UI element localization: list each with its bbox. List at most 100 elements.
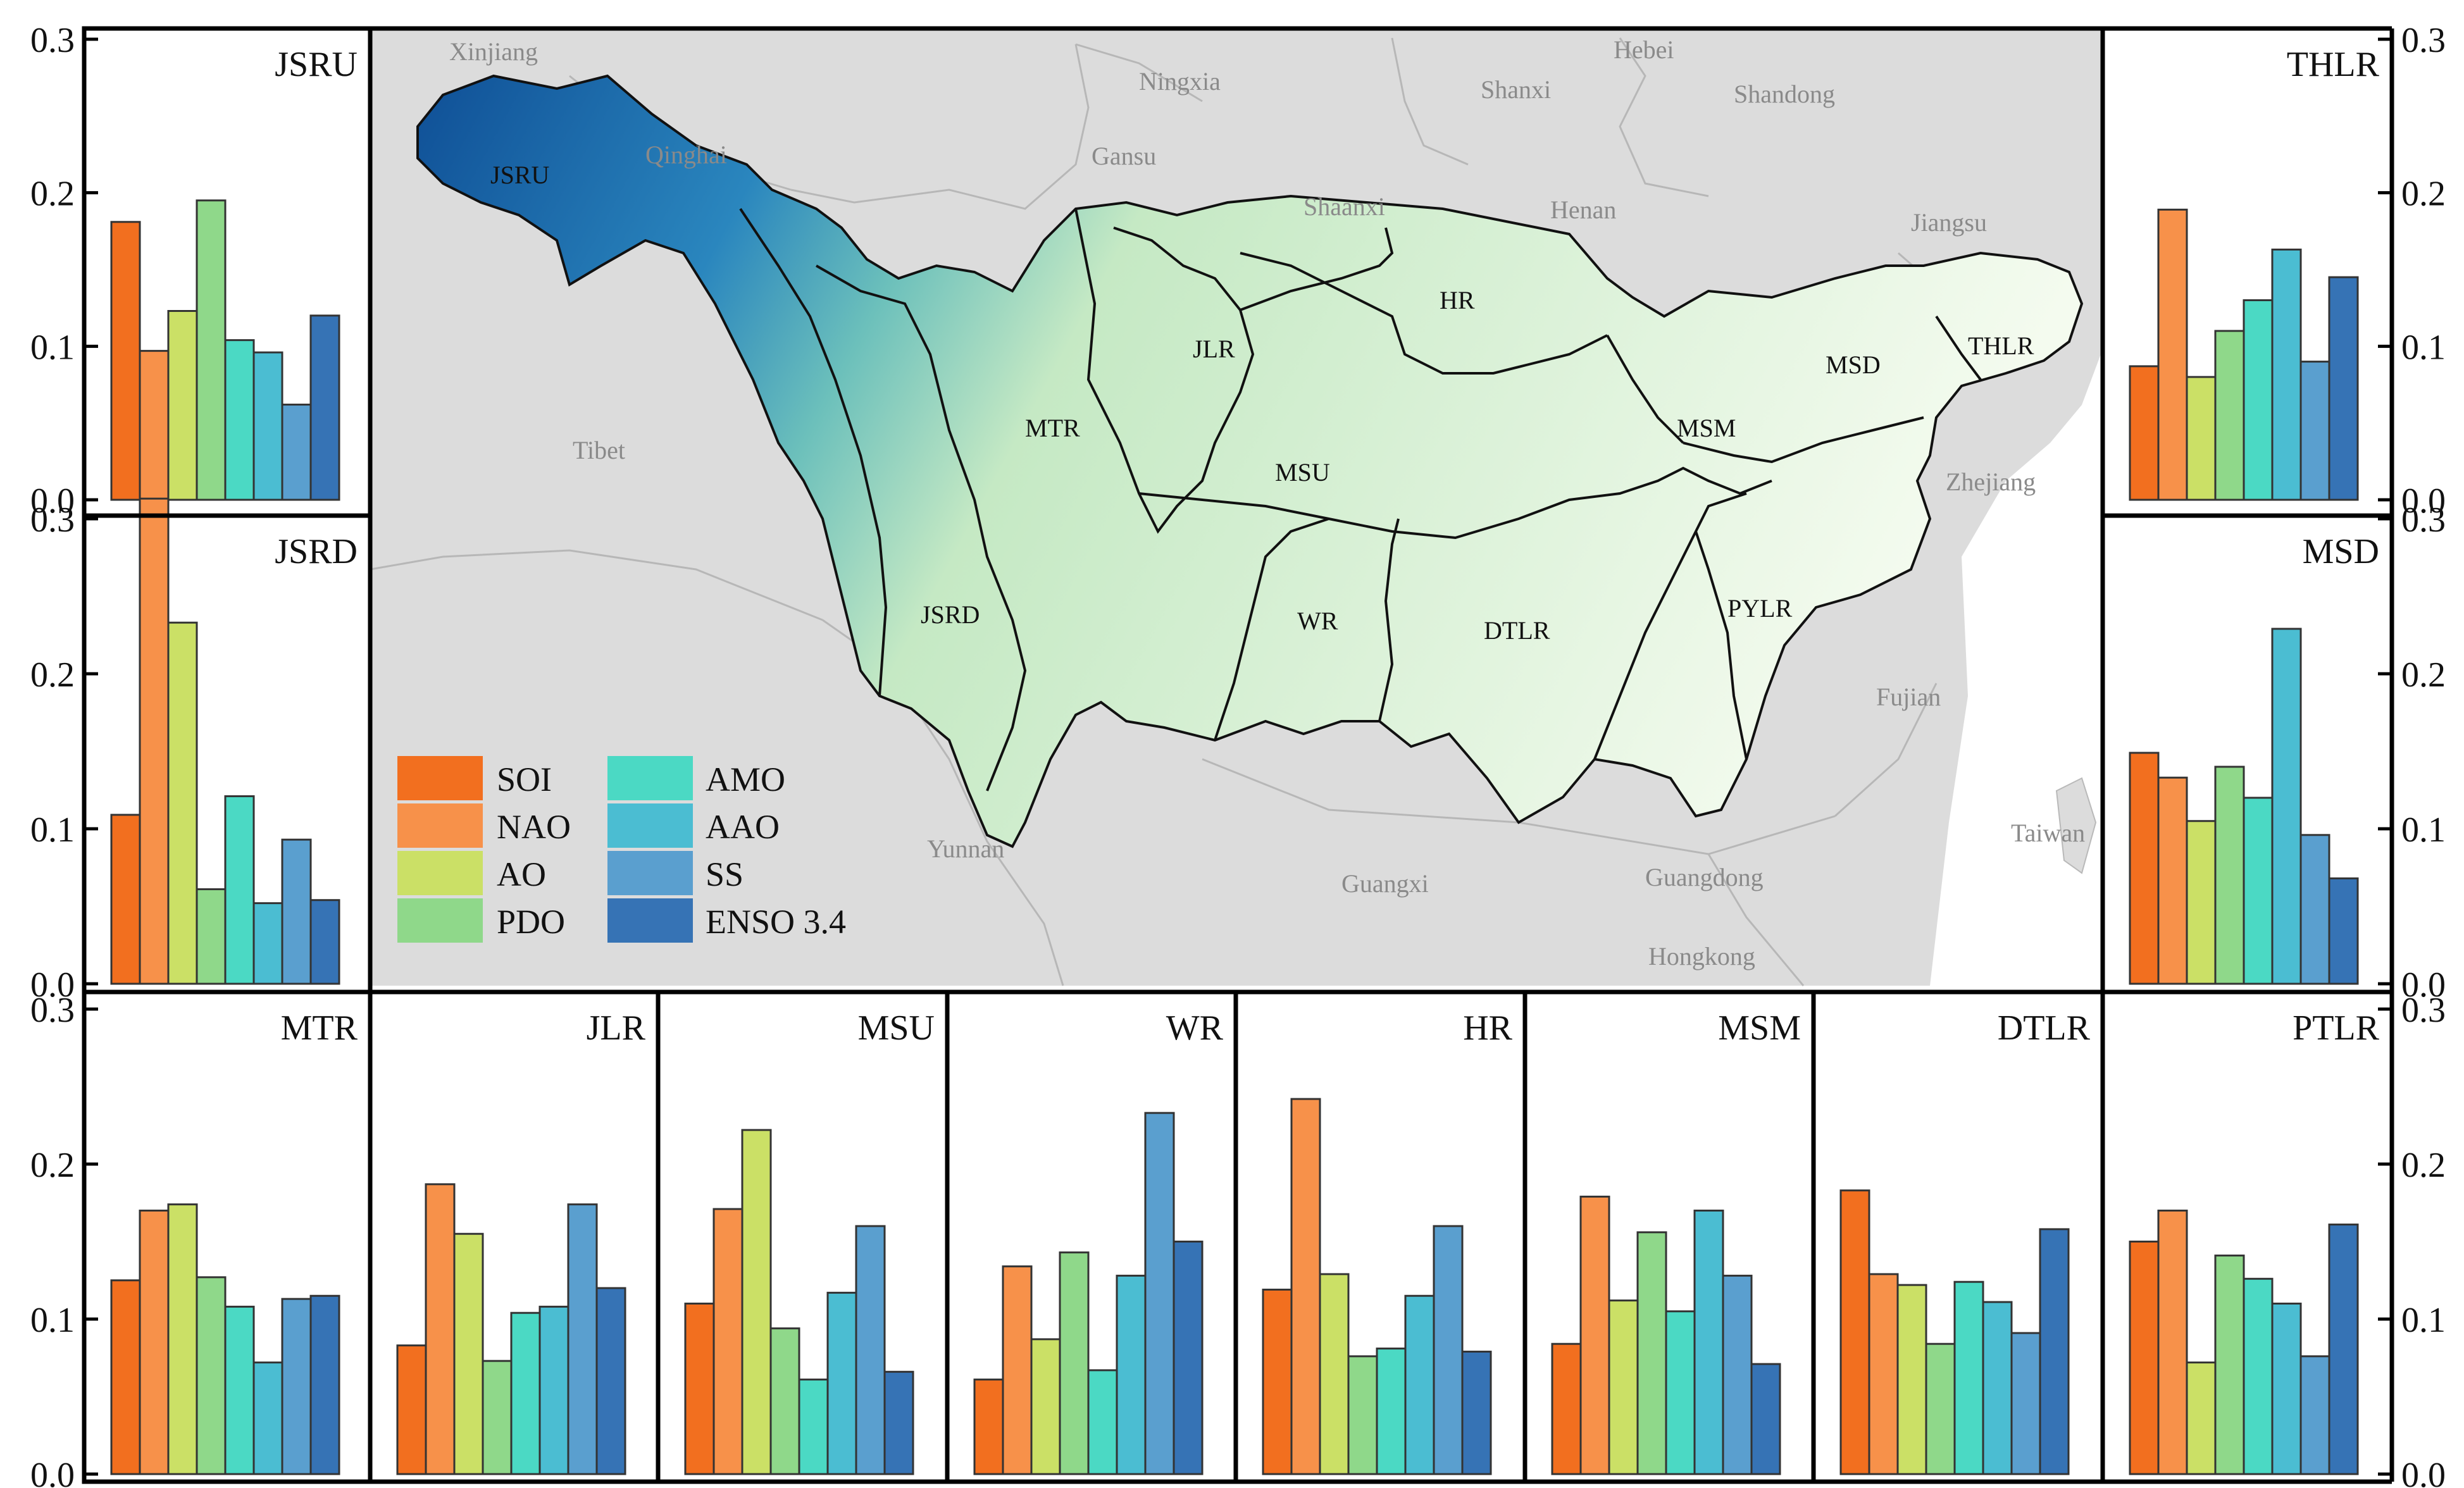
bar-enso-3-4 bbox=[309, 314, 340, 501]
bar-amo bbox=[224, 339, 255, 501]
tick-label: 0.3 bbox=[30, 991, 75, 1030]
bar-aao bbox=[1693, 1210, 1724, 1475]
province-labels: Xinjiang Qinghai Ningxia Gansu Hebei Sha… bbox=[449, 35, 2085, 970]
province-label: Hebei bbox=[1614, 35, 1674, 64]
bar-enso-3-4 bbox=[595, 1287, 626, 1475]
bar-nao bbox=[139, 1210, 170, 1475]
bar-ao bbox=[1608, 1299, 1639, 1475]
shared-axes: 0.0 0.00.1 0.10.2 0.20.3 0.30.0 0.00.1 0.10.2 0… bbox=[30, 21, 2446, 1488]
basin-label: MSM bbox=[1677, 414, 1736, 442]
province-label: Shanxi bbox=[1481, 75, 1551, 104]
bar-panel-jsrd: JSRD bbox=[110, 497, 358, 985]
tick-label: 0.1 bbox=[2401, 1301, 2446, 1340]
bar-enso-3-4 bbox=[2328, 276, 2359, 501]
bar-ao bbox=[1030, 1338, 1061, 1475]
bar-aao bbox=[1982, 1301, 2013, 1475]
bar-ss bbox=[567, 1203, 598, 1475]
bar-ss bbox=[281, 404, 312, 501]
panel-title: MTR bbox=[281, 1008, 358, 1048]
bar-pdo bbox=[1925, 1342, 1956, 1475]
bar-amo bbox=[224, 795, 255, 985]
province-label: Taiwan bbox=[2011, 819, 2085, 847]
bar-ss bbox=[2010, 1332, 2041, 1475]
bar-pdo bbox=[1636, 1231, 1667, 1475]
bar-panel-ptlr: PTLR bbox=[2129, 1008, 2380, 1475]
sub-basin-borders bbox=[739, 208, 1982, 791]
tick-label: 0.2 bbox=[2401, 1146, 2446, 1185]
panel-title: THLR bbox=[2287, 45, 2380, 84]
bar-enso-3-4 bbox=[309, 1294, 340, 1475]
basin-label: MSU bbox=[1275, 458, 1330, 487]
bar-amo bbox=[224, 1305, 255, 1475]
bar-ao bbox=[741, 1129, 772, 1475]
panel-title: MSD bbox=[2303, 532, 2379, 571]
bar-soi bbox=[1839, 1189, 1870, 1475]
bar-amo bbox=[2243, 299, 2274, 501]
tick-label: 0.0 bbox=[30, 965, 75, 1005]
bar-soi bbox=[2129, 1241, 2160, 1475]
basin-label: JSRU bbox=[490, 161, 549, 189]
bar-panel-mtr: MTR bbox=[110, 1008, 358, 1475]
bar-soi bbox=[2129, 752, 2160, 985]
bar-aao bbox=[252, 351, 283, 501]
tick-label: 0.0 bbox=[30, 1456, 75, 1488]
tick-label: 0.0 bbox=[2401, 965, 2446, 1005]
bar-ao bbox=[1319, 1273, 1350, 1475]
panel-title: JSRD bbox=[275, 532, 358, 571]
legend-label-ss: SS bbox=[706, 855, 744, 893]
bar-aao bbox=[826, 1291, 857, 1475]
legend-swatch-ao bbox=[397, 851, 483, 895]
legend-swatch-enso bbox=[607, 898, 693, 943]
legend-swatch-nao bbox=[397, 803, 483, 848]
bar-panel-jsru: JSRU bbox=[110, 45, 358, 501]
tick-label: 0.3 bbox=[2401, 21, 2446, 60]
province-label: Tibet bbox=[573, 436, 625, 464]
tick-label: 0.2 bbox=[2401, 655, 2446, 695]
legend-label-soi: SOI bbox=[497, 760, 552, 798]
tick-label: 0.2 bbox=[30, 655, 75, 695]
bar-enso-3-4 bbox=[2039, 1228, 2070, 1475]
bar-enso-3-4 bbox=[883, 1370, 914, 1475]
tick-label: 0.1 bbox=[30, 1301, 75, 1340]
province-label: Zhejiang bbox=[1946, 468, 2036, 496]
bar-ao bbox=[2186, 820, 2217, 985]
legend-label-aao: AAO bbox=[706, 808, 780, 846]
tick-label: 0.1 bbox=[2401, 810, 2446, 850]
bar-ao bbox=[2186, 376, 2217, 501]
bar-amo bbox=[2243, 797, 2274, 985]
bar-ss bbox=[855, 1225, 886, 1475]
bar-soi bbox=[110, 221, 141, 501]
bar-ss bbox=[2299, 361, 2330, 501]
bar-nao bbox=[425, 1183, 456, 1475]
legend-label-pdo: PDO bbox=[497, 903, 565, 941]
bar-amo bbox=[2243, 1277, 2274, 1475]
bar-enso-3-4 bbox=[309, 899, 340, 985]
bar-soi bbox=[2129, 365, 2160, 501]
province-label: Yunnan bbox=[927, 834, 1004, 863]
legend-label-amo: AMO bbox=[706, 760, 785, 798]
tick-label: 0.0 bbox=[30, 481, 75, 521]
bar-nao bbox=[2157, 1210, 2188, 1475]
bar-nao bbox=[1290, 1098, 1321, 1475]
bar-ao bbox=[453, 1232, 484, 1475]
bar-pdo bbox=[2214, 330, 2245, 501]
bar-nao bbox=[139, 497, 170, 985]
tick-label: 0.3 bbox=[30, 500, 75, 540]
bar-nao bbox=[139, 350, 170, 501]
legend-label-ao: AO bbox=[497, 855, 546, 893]
bar-amo bbox=[1665, 1310, 1696, 1475]
tick-label: 0.2 bbox=[30, 1146, 75, 1185]
basin-label: WR bbox=[1297, 607, 1338, 635]
bar-enso-3-4 bbox=[1173, 1241, 1204, 1475]
bar-aao bbox=[1404, 1294, 1435, 1475]
bar-panel-jlr: JLR bbox=[396, 1008, 646, 1475]
province-label: Shandong bbox=[1734, 80, 1835, 108]
bar-amo bbox=[510, 1311, 541, 1475]
tick-label: 0.1 bbox=[2401, 328, 2446, 367]
province-label: Henan bbox=[1550, 195, 1616, 224]
bar-ss bbox=[1433, 1225, 1464, 1475]
basin-label: DTLR bbox=[1484, 616, 1550, 645]
panel-title: MSU bbox=[858, 1008, 935, 1048]
bar-soi bbox=[110, 1279, 141, 1475]
province-label: Guangxi bbox=[1341, 869, 1429, 898]
